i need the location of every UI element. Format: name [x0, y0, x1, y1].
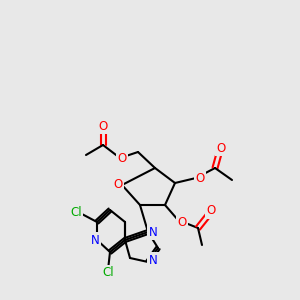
Text: N: N: [148, 226, 158, 238]
Text: O: O: [117, 152, 127, 164]
Text: O: O: [216, 142, 226, 154]
Text: N: N: [91, 233, 99, 247]
Text: N: N: [148, 254, 158, 266]
Text: O: O: [113, 178, 123, 191]
Text: O: O: [206, 205, 216, 218]
Text: Cl: Cl: [102, 266, 114, 280]
Text: O: O: [177, 215, 187, 229]
Text: O: O: [98, 119, 108, 133]
Text: Cl: Cl: [70, 206, 82, 220]
Text: O: O: [195, 172, 205, 184]
